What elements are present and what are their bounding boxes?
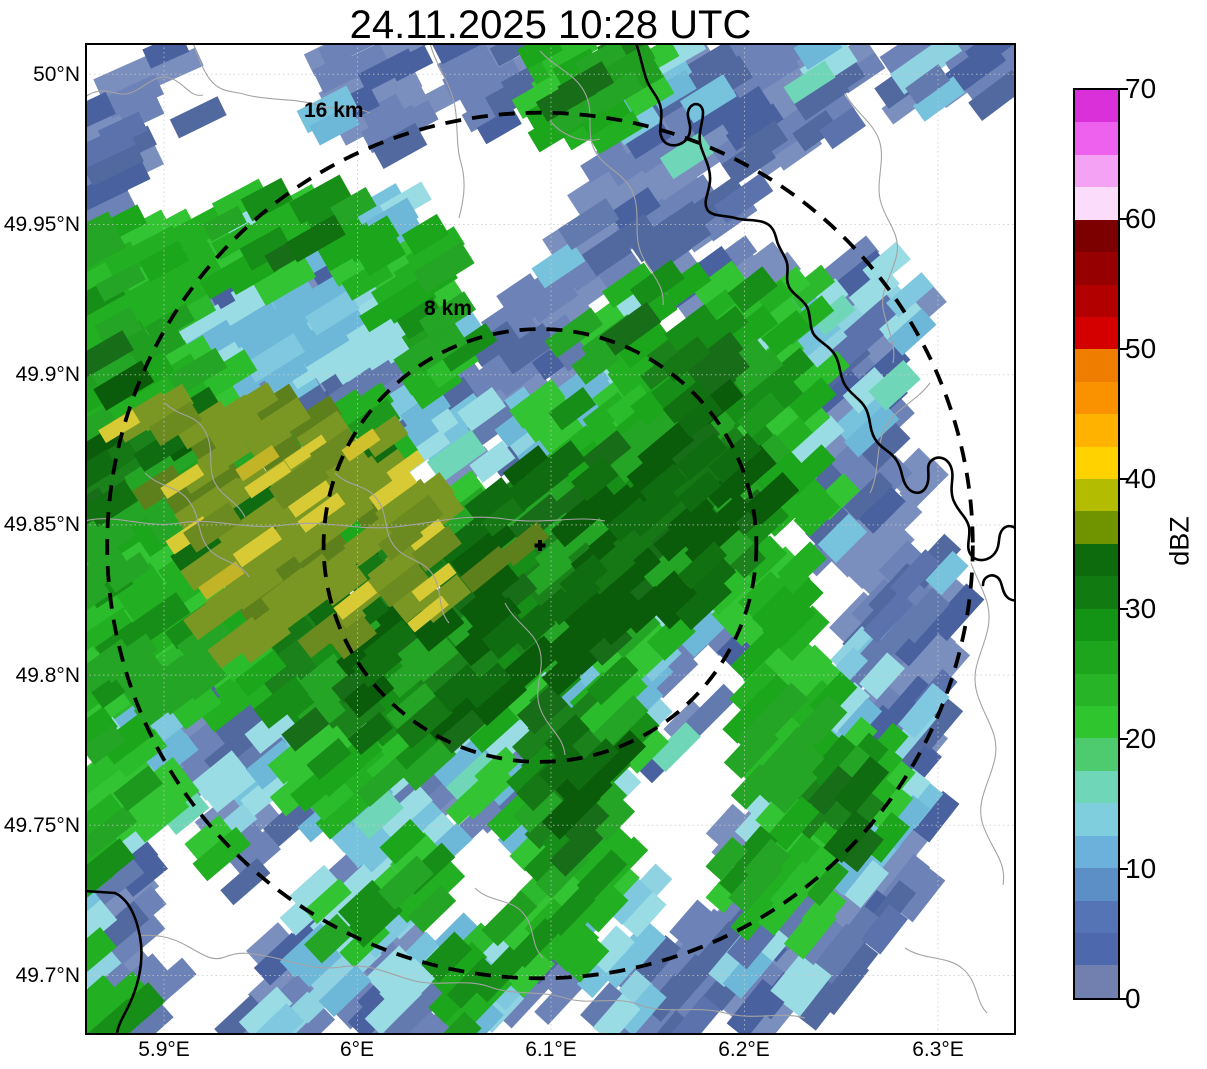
svg-text:16 km: 16 km	[304, 99, 364, 122]
svg-text:8 km: 8 km	[424, 297, 472, 320]
